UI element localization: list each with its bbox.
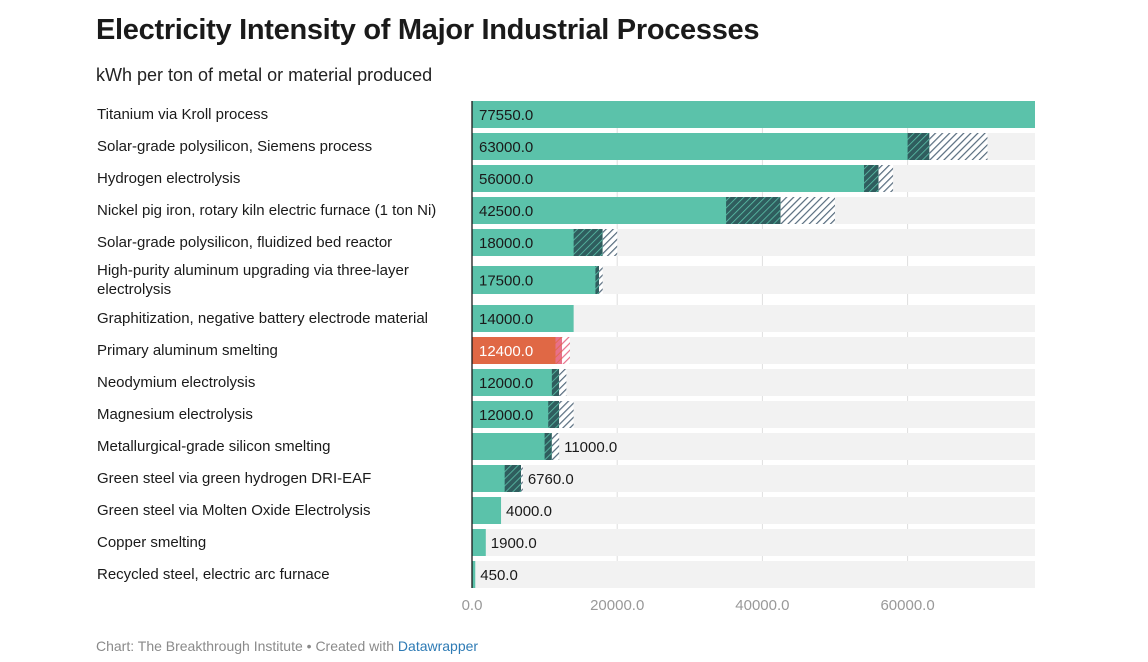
bar [472, 369, 560, 396]
x-tick-label: 40000.0 [735, 597, 789, 614]
value-label: 56000.0 [479, 171, 533, 188]
value-label: 18000.0 [479, 235, 533, 252]
row-label: Titanium via Kroll process [97, 106, 269, 123]
value-label: 4000.0 [506, 503, 552, 520]
row-label: Recycled steel, electric arc furnace [97, 566, 330, 583]
row-label: Solar-grade polysilicon, fluidized bed r… [97, 234, 393, 251]
bar [472, 401, 560, 428]
bar [472, 305, 574, 332]
chart-subtitle: kWh per ton of metal or material produce… [96, 65, 433, 85]
chart-footer: Chart: The Breakthrough Institute • Crea… [96, 638, 478, 654]
bars: 77550.0 63000.0 56000.0 42500.0 18000.0 17500… [472, 101, 1035, 588]
row-label: High-purity aluminum upgrading via three… [97, 262, 409, 298]
bar-track [472, 433, 1035, 460]
row-label: Solar-grade polysilicon, Siemens process [97, 138, 373, 155]
bar [472, 529, 486, 556]
datawrapper-link[interactable]: Datawrapper [397, 638, 479, 654]
value-label: 77550.0 [479, 107, 533, 124]
row-label: Hydrogen electrolysis [97, 170, 241, 187]
bar [472, 266, 600, 294]
value-label: 63000.0 [479, 139, 533, 156]
value-label: 17500.0 [479, 273, 533, 290]
row-label: Metallurgical-grade silicon smelting [97, 438, 331, 455]
range-low-band [548, 401, 560, 428]
row-label: Green steel via green hydrogen DRI-EAF [97, 470, 372, 487]
range-low-band [726, 197, 781, 224]
bar-track [472, 497, 1035, 524]
value-label: 42500.0 [479, 203, 533, 220]
value-label: 1900.0 [491, 535, 537, 552]
bar-track [472, 529, 1035, 556]
row-label: Nickel pig iron, rotary kiln electric fu… [97, 202, 437, 219]
footer-created-with: Created with [315, 638, 395, 654]
row-label: Green steel via Molten Oxide Electrolysi… [97, 502, 371, 519]
range-high-band [599, 266, 603, 294]
bar [472, 165, 879, 192]
x-tick-label: 0.0 [462, 597, 483, 614]
row-label: Copper smelting [97, 534, 207, 551]
value-label: 6760.0 [528, 471, 574, 488]
range-low-band [544, 433, 552, 460]
chart-title: Electricity Intensity of Major Industria… [96, 14, 760, 46]
range-high-band [562, 337, 571, 364]
range-low-band [864, 165, 879, 192]
row-label: Graphitization, negative battery electro… [97, 310, 429, 327]
range-high-band [521, 465, 523, 492]
bar-track [472, 561, 1035, 588]
x-axis: 0.0 20000.0 40000.0 60000.0 [462, 101, 935, 614]
range-low-band [573, 229, 603, 256]
range-high-band [878, 165, 894, 192]
bar [472, 497, 502, 524]
bar-track [472, 465, 1035, 492]
value-label: 450.0 [480, 567, 518, 584]
value-label: 12400.0 [479, 343, 533, 360]
bar [472, 561, 476, 588]
footer-separator: • [306, 638, 312, 654]
bar [472, 133, 930, 160]
range-high-band [780, 197, 835, 224]
row-label: Magnesium electrolysis [97, 406, 253, 423]
value-label: 12000.0 [479, 375, 533, 392]
footer-source: Chart: The Breakthrough Institute [96, 638, 303, 654]
row-label: Primary aluminum smelting [97, 342, 278, 359]
range-high-band [559, 369, 567, 396]
range-high-band [929, 133, 988, 160]
value-label: 11000.0 [564, 439, 617, 456]
row-label: Neodymium electrolysis [97, 374, 256, 391]
range-high-band [559, 401, 574, 428]
bar [472, 101, 1035, 128]
value-label: 14000.0 [479, 311, 533, 328]
value-label: 12000.0 [479, 407, 533, 424]
range-low-band [555, 337, 563, 364]
bar [472, 433, 552, 460]
range-low-band [595, 266, 600, 294]
range-low-band [551, 369, 560, 396]
range-high-band [602, 229, 618, 256]
x-tick-label: 60000.0 [880, 597, 934, 614]
range-low-band [504, 465, 522, 492]
x-tick-label: 20000.0 [590, 597, 644, 614]
range-high-band [551, 433, 560, 460]
bar [472, 337, 563, 364]
range-low-band [907, 133, 930, 160]
